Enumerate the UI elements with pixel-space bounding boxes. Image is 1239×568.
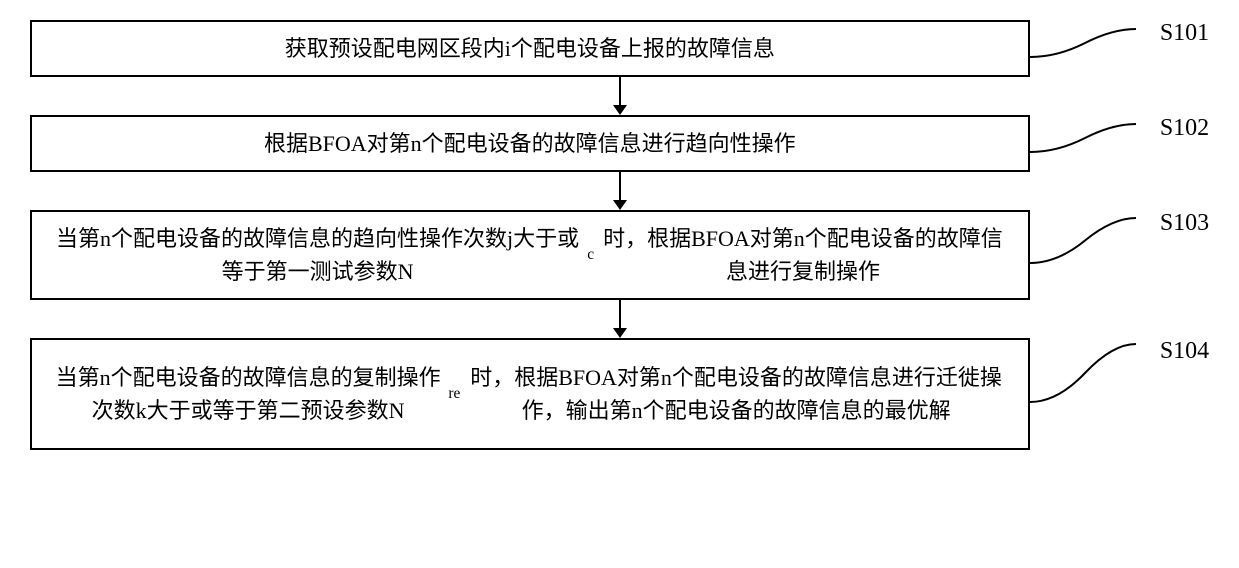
- connector-curve: [1030, 212, 1140, 298]
- flowchart: 获取预设配电网区段内i个配电设备上报的故障信息 S101 根据BFOA对第n个配…: [20, 20, 1219, 450]
- step-row: 当第n个配电设备的故障信息的趋向性操作次数j大于或等于第一测试参数Nc时，根据B…: [20, 210, 1219, 300]
- step-label: S101: [1160, 20, 1209, 47]
- arrow-down: [608, 300, 632, 338]
- connector-curve: [1030, 23, 1140, 75]
- connector-curve: [1030, 118, 1140, 170]
- arrow-down: [608, 77, 632, 115]
- step-box: 当第n个配电设备的故障信息的复制操作次数k大于或等于第二预设参数Nre时，根据B…: [30, 338, 1030, 450]
- step-row: 获取预设配电网区段内i个配电设备上报的故障信息 S101: [20, 20, 1219, 77]
- step-box: 获取预设配电网区段内i个配电设备上报的故障信息: [30, 20, 1030, 77]
- step-label: S103: [1160, 210, 1209, 237]
- step-label: S102: [1160, 115, 1209, 142]
- step-row: 根据BFOA对第n个配电设备的故障信息进行趋向性操作 S102: [20, 115, 1219, 172]
- step-row: 当第n个配电设备的故障信息的复制操作次数k大于或等于第二预设参数Nre时，根据B…: [20, 338, 1219, 450]
- step-label: S104: [1160, 338, 1209, 365]
- step-box: 根据BFOA对第n个配电设备的故障信息进行趋向性操作: [30, 115, 1030, 172]
- arrow-down: [608, 172, 632, 210]
- connector-curve: [1030, 338, 1140, 450]
- step-box: 当第n个配电设备的故障信息的趋向性操作次数j大于或等于第一测试参数Nc时，根据B…: [30, 210, 1030, 300]
